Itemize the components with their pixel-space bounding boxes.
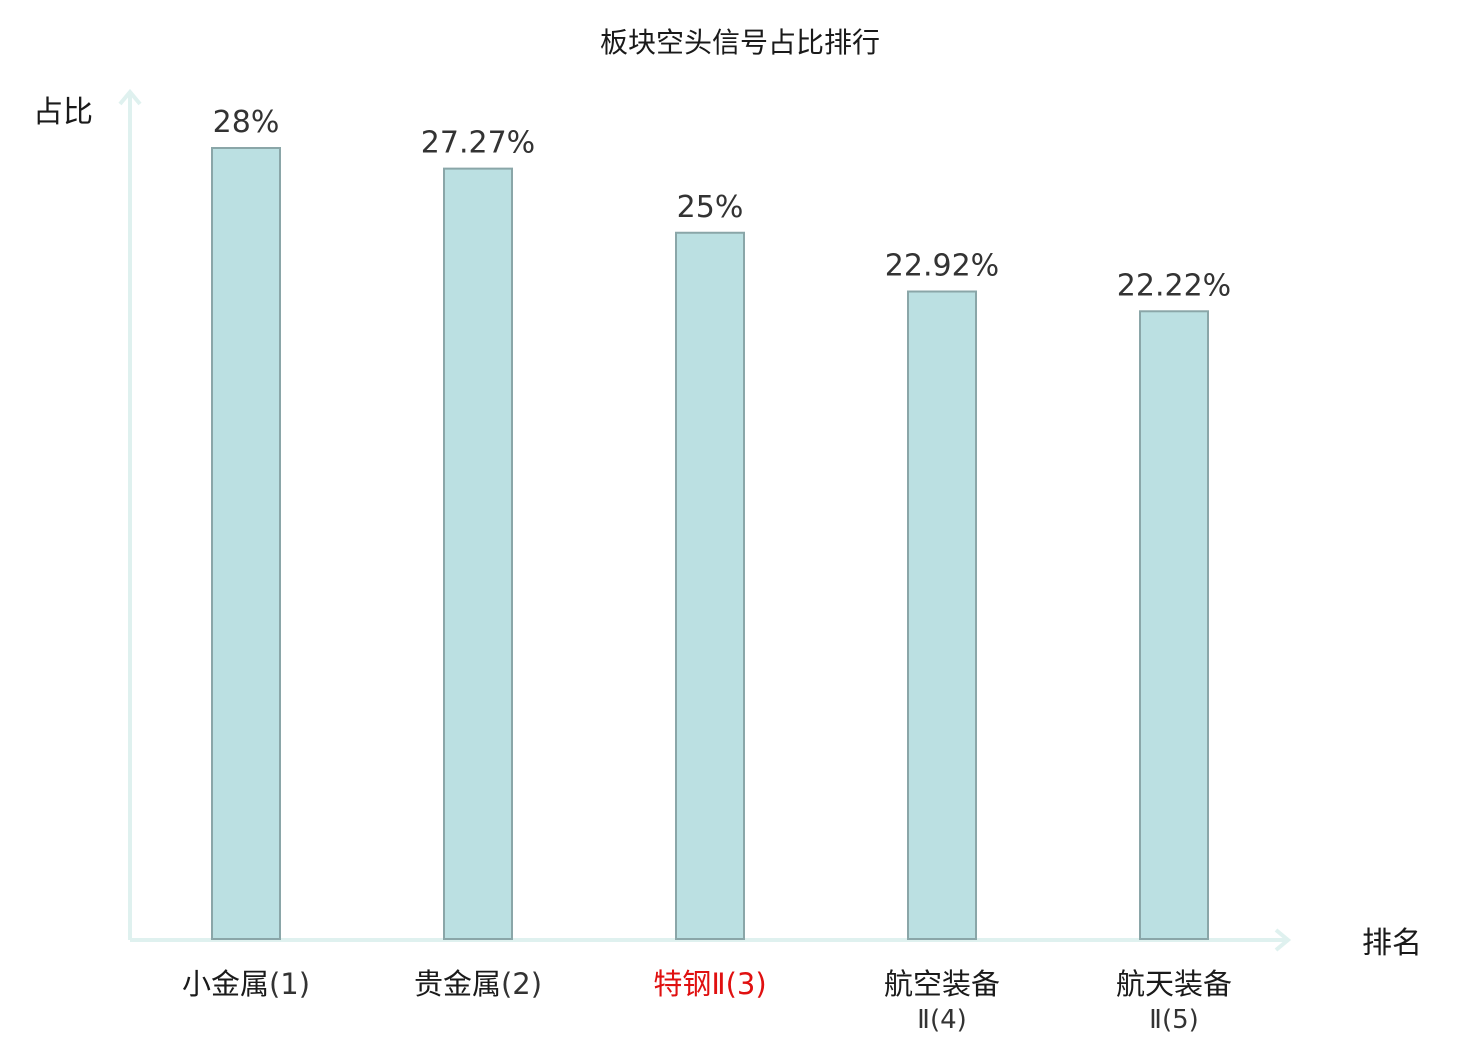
category-label-3: 特钢Ⅱ(3)	[653, 967, 766, 1001]
value-label-3: 25%	[677, 190, 744, 225]
bar-4	[907, 290, 977, 940]
category-label-1: 小金属(1)	[182, 967, 310, 1001]
value-label-5: 22.22%	[1117, 268, 1231, 303]
value-labels: 28% 27.27% 25% 22.92% 22.22%	[213, 105, 1232, 303]
bar-5	[1139, 310, 1209, 941]
y-axis-arrow	[118, 88, 142, 106]
y-axis-label: 占比	[33, 95, 93, 130]
category-label-5: 航天装备 Ⅱ(5)	[1116, 967, 1232, 1035]
category-label-2: 贵金属(2)	[414, 967, 542, 1001]
value-label-4: 22.92%	[885, 249, 999, 284]
bar-2	[443, 167, 513, 940]
value-label-1: 28%	[213, 105, 280, 140]
category-label-4: 航空装备 Ⅱ(4)	[884, 967, 1000, 1035]
category-labels: 小金属(1) 贵金属(2) 特钢Ⅱ(3) 航空装备 Ⅱ(4) 航天装备 Ⅱ(5)	[182, 967, 1232, 1035]
bars	[211, 147, 1209, 941]
bar-1	[211, 147, 281, 940]
x-axis-label: 排名	[1362, 926, 1422, 961]
bar-3	[675, 231, 745, 940]
chart-title: 板块空头信号占比排行	[600, 26, 880, 59]
value-label-2: 27.27%	[421, 126, 535, 161]
x-axis-arrow	[1274, 928, 1292, 952]
